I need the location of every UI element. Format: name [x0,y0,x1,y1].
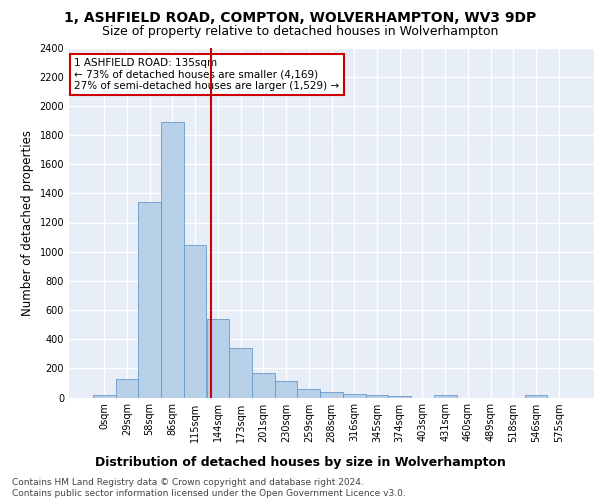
Bar [298,389,320,398]
Y-axis label: Number of detached properties: Number of detached properties [21,130,34,316]
Bar [365,395,388,398]
Bar [252,374,275,398]
Bar [184,245,206,398]
Bar [93,396,116,398]
Bar [388,396,411,398]
Bar [343,394,365,398]
Bar [524,396,547,398]
Text: Contains HM Land Registry data © Crown copyright and database right 2024.
Contai: Contains HM Land Registry data © Crown c… [12,478,406,498]
Bar [116,378,139,398]
Bar [139,202,161,398]
Bar [320,392,343,398]
Text: Size of property relative to detached houses in Wolverhampton: Size of property relative to detached ho… [102,25,498,38]
Bar [229,348,252,398]
Bar [275,382,298,398]
Bar [161,122,184,398]
Text: 1 ASHFIELD ROAD: 135sqm
← 73% of detached houses are smaller (4,169)
27% of semi: 1 ASHFIELD ROAD: 135sqm ← 73% of detache… [74,58,340,91]
Text: Distribution of detached houses by size in Wolverhampton: Distribution of detached houses by size … [95,456,505,469]
Bar [434,394,457,398]
Bar [206,319,229,398]
Text: 1, ASHFIELD ROAD, COMPTON, WOLVERHAMPTON, WV3 9DP: 1, ASHFIELD ROAD, COMPTON, WOLVERHAMPTON… [64,12,536,26]
